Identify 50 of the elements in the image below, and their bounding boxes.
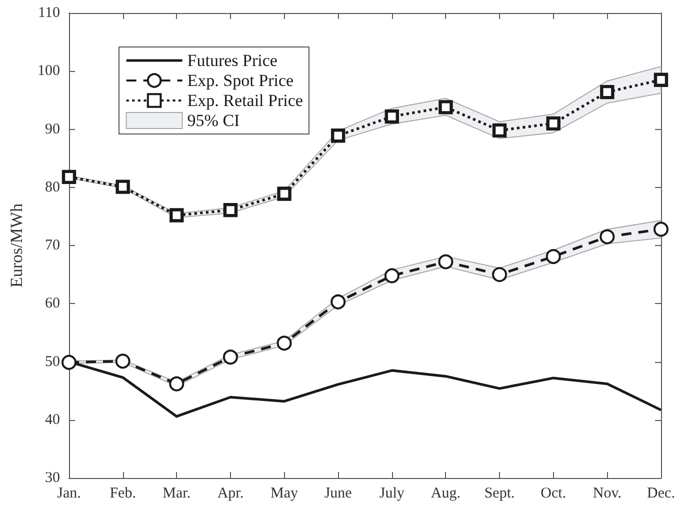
legend-label: Exp. Retail Price: [187, 91, 303, 110]
y-tick-label: 90: [45, 121, 60, 138]
legend-label: 95% CI: [187, 111, 240, 130]
x-tick-label: Nov.: [592, 486, 622, 502]
x-tick-label: Dec.: [647, 486, 675, 502]
point: [222, 350, 238, 365]
point: [492, 267, 508, 282]
point: [384, 109, 400, 124]
point: [170, 208, 184, 222]
point: [223, 202, 238, 218]
point: [330, 294, 346, 310]
point: [600, 229, 615, 244]
y-tick-label: 60: [45, 296, 60, 312]
point: [276, 336, 292, 351]
x-tick-label: July: [379, 486, 405, 502]
legend-label: Exp. Spot Price: [187, 71, 294, 90]
point: [115, 354, 130, 369]
x-tick-label: Jan.: [57, 486, 81, 502]
point: [546, 249, 561, 264]
y-tick-label: 30: [45, 470, 60, 486]
x-tick-label: May: [270, 486, 299, 502]
legend-label: Futures Price: [187, 51, 278, 70]
y-axis-title: Euros/MWh: [7, 202, 26, 288]
x-tick-label: Aug.: [430, 486, 461, 502]
y-tick-label: 50: [45, 354, 60, 370]
x-tick-label: Feb.: [110, 486, 136, 502]
point: [116, 180, 130, 194]
y-tick-label: 110: [38, 5, 60, 21]
x-tick-label: June: [324, 486, 352, 502]
x-tick-label: Oct.: [540, 486, 566, 502]
point: [330, 128, 346, 143]
point: [654, 222, 668, 237]
y-tick-label: 70: [45, 238, 60, 254]
point: [384, 268, 400, 284]
point: [438, 254, 454, 270]
point: [438, 100, 453, 114]
x-tick-label: Sept.: [484, 486, 515, 502]
y-tick-label: 100: [38, 63, 60, 80]
x-tick-label: Apr.: [217, 486, 244, 502]
y-tick-label: 80: [45, 179, 60, 196]
point: [492, 123, 507, 138]
x-tick-label: Mar.: [162, 486, 191, 502]
y-tick-label: 40: [45, 412, 60, 428]
point: [600, 84, 614, 100]
point: [169, 376, 184, 392]
point: [62, 354, 76, 370]
point: [546, 116, 560, 131]
point: [62, 170, 76, 184]
point: [277, 186, 292, 201]
point: [654, 72, 668, 87]
